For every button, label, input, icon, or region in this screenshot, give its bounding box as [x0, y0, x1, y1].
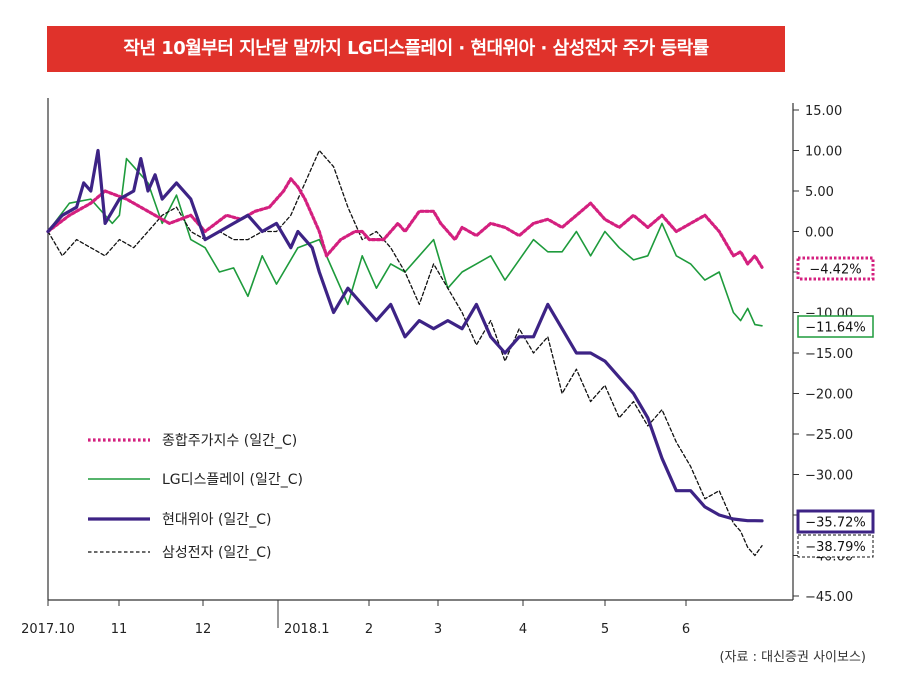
legend: 종합주가지수 (일간_C) LG디스플레이 (일간_C) 현대위아 (일간_C) 삼성…: [88, 433, 303, 561]
x-tick-label: 5: [601, 622, 609, 637]
end-label-box-hyundai_wia: [796, 509, 875, 534]
series-line-samsung: [47, 149, 763, 557]
legend-label-samsung: 삼성전자 (일간_C): [162, 545, 271, 561]
legend-label-hyundai_wia: 현대위아 (일간_C): [162, 512, 271, 528]
y-tick-label: −25.00: [805, 428, 853, 443]
legend-label-kospi: 종합주가지수 (일간_C): [162, 433, 297, 449]
y-tick-label: −20.00: [805, 388, 853, 403]
legend-label-lgd: LG디스플레이 (일간_C): [162, 472, 303, 488]
x-tick-label: 2: [365, 622, 373, 637]
end-label-lgd: −11.64%: [805, 321, 865, 336]
y-tick-label: −15.00: [805, 347, 853, 362]
end-label-kospi: −4.42%: [809, 263, 861, 278]
series-line-kospi: [46, 177, 764, 269]
series-lines: [46, 148, 764, 557]
series-line-lgd: [47, 157, 763, 327]
y-tick-label: 0.00: [805, 226, 834, 241]
x-tick-label: 3: [434, 622, 442, 637]
x-tick-label: 2017.10: [21, 622, 75, 637]
y-tick-label: 5.00: [805, 185, 834, 200]
chart-title: 작년 10월부터 지난달 말까지 LG디스플레이 · 현대위아 · 삼성전자 주…: [123, 38, 709, 59]
x-tick-label: 6: [682, 622, 690, 637]
end-label-hyundai_wia: −35.72%: [805, 516, 865, 531]
x-tick-label: 12: [195, 622, 212, 637]
title-banner: 작년 10월부터 지난달 말까지 LG디스플레이 · 현대위아 · 삼성전자 주…: [47, 26, 785, 72]
x-tick-label: 2018.1: [284, 622, 330, 637]
x-tick-label: 4: [519, 622, 527, 637]
series-line-hyundai_wia: [46, 148, 764, 523]
end-label-box-samsung: [797, 534, 874, 558]
source-note: (자료 : 대신증권 사이보스): [719, 650, 866, 665]
y-tick-label: −30.00: [805, 469, 853, 484]
end-label-samsung: −38.79%: [805, 540, 865, 555]
y-tick-label: −45.00: [805, 590, 853, 605]
y-tick-label: 15.00: [805, 104, 842, 119]
end-label-box-kospi: [796, 256, 875, 281]
end-label-box-lgd: [797, 315, 874, 338]
end-value-labels: −4.42% −11.64% −35.72% −38.79%: [796, 256, 875, 558]
x-tick-label: 11: [111, 622, 128, 637]
y-tick-label: 10.00: [805, 145, 842, 160]
